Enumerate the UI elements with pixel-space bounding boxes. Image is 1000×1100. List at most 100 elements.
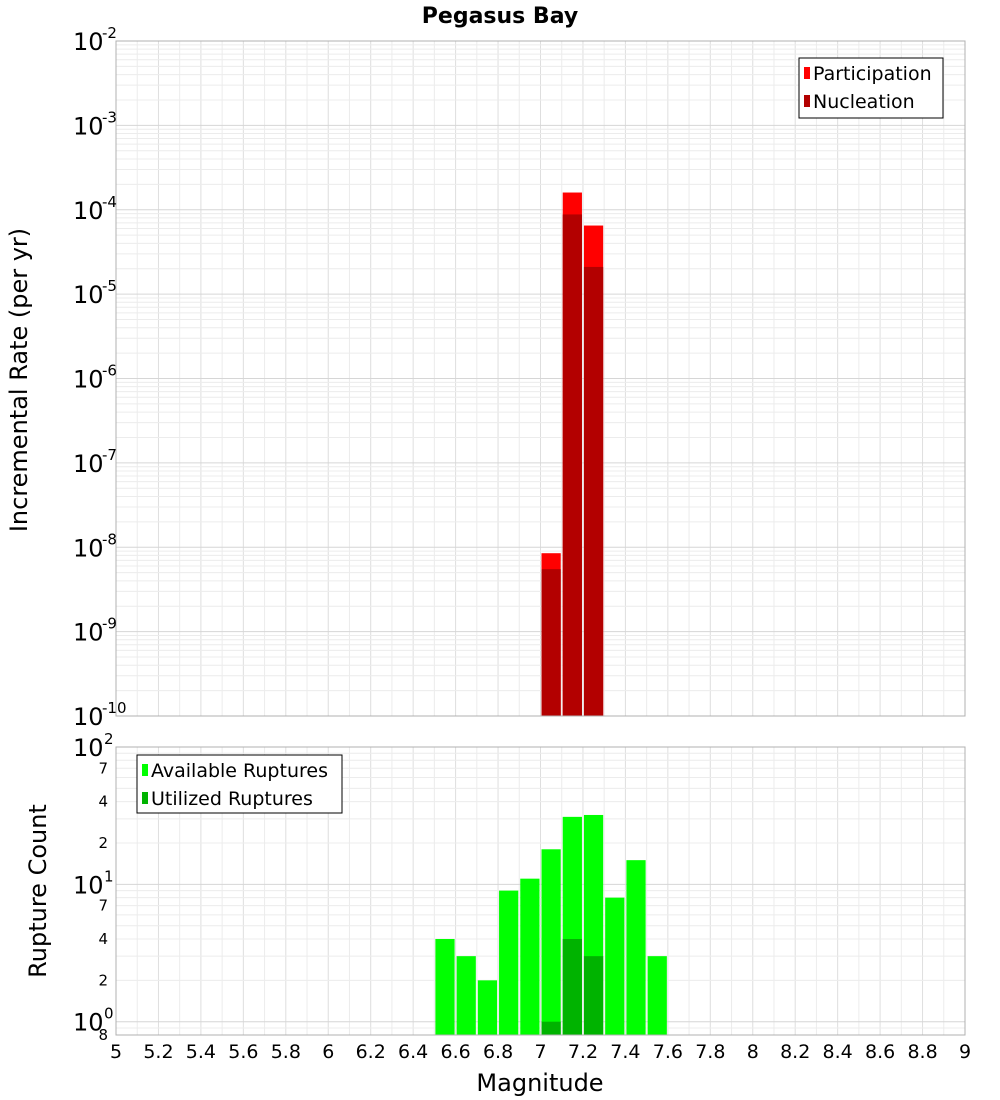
x-tick-label: 5.4 xyxy=(186,1041,216,1063)
tick-base: 10 xyxy=(73,112,104,140)
tick-exponent: -6 xyxy=(102,362,117,380)
bar xyxy=(583,266,604,716)
tick-exponent: -10 xyxy=(102,699,127,717)
y-tick-label: 4 xyxy=(98,793,108,811)
x-tick-label: 7.4 xyxy=(610,1041,640,1063)
x-tick-label: 7.2 xyxy=(568,1041,598,1063)
y-tick-label: 10-10 xyxy=(73,699,127,731)
bar xyxy=(583,956,604,1035)
y-tick-label: 10-6 xyxy=(73,362,117,394)
tick-base: 10 xyxy=(73,534,104,562)
x-tick-label: 5.8 xyxy=(271,1041,301,1063)
y-tick-label: 4 xyxy=(98,930,108,948)
y-tick-label: 10-8 xyxy=(73,530,117,562)
x-tick-label: 9 xyxy=(959,1041,971,1063)
x-tick-label: 8.2 xyxy=(780,1041,810,1063)
top-y-axis-label: Incremental Rate (per yr) xyxy=(5,228,33,532)
tick-base: 10 xyxy=(73,734,104,762)
y-tick-label: 10-4 xyxy=(73,193,117,225)
grid-lines xyxy=(115,40,966,717)
tick-base: 10 xyxy=(73,450,104,478)
x-tick-label: 6.4 xyxy=(398,1041,428,1063)
x-tick-label: 8 xyxy=(747,1041,759,1063)
y-tick-label: 10-3 xyxy=(73,108,117,140)
tick-base: 10 xyxy=(73,703,104,731)
tick-exponent: -7 xyxy=(102,446,117,464)
bar xyxy=(562,214,582,717)
y-tick-label: 2 xyxy=(98,971,108,989)
bar xyxy=(499,890,519,1035)
tick-base: 10 xyxy=(73,281,104,309)
tick-base: 10 xyxy=(73,1009,104,1037)
x-tick-label: 6.6 xyxy=(440,1041,470,1063)
tick-exponent: -5 xyxy=(102,277,117,295)
y-tick-label: 7 xyxy=(98,897,108,915)
tick-exponent: -8 xyxy=(102,530,117,548)
bar xyxy=(520,878,540,1035)
legend-swatch xyxy=(804,95,810,107)
y-tick-label: 10 2 xyxy=(73,730,114,762)
y-tick-label: 8 xyxy=(98,1026,108,1044)
tick-exponent: 0 xyxy=(104,1005,114,1023)
bar xyxy=(562,939,582,1035)
legend-swatch xyxy=(142,764,148,776)
x-tick-label: 5.2 xyxy=(143,1041,173,1063)
y-tick-label: 10-2 xyxy=(73,24,117,56)
x-tick-label: 8.6 xyxy=(865,1041,895,1063)
y-tick-label: 10-5 xyxy=(73,277,117,309)
x-tick-label: 6 xyxy=(322,1041,334,1063)
y-tick-label: 2 xyxy=(98,834,108,852)
bar xyxy=(647,956,667,1035)
series-utilized-ruptures xyxy=(541,939,604,1035)
x-tick-label: 6.8 xyxy=(483,1041,513,1063)
legend-swatch xyxy=(804,67,810,79)
tick-base: 10 xyxy=(73,28,104,56)
series-nucleation xyxy=(541,214,604,717)
bar xyxy=(541,849,561,1035)
legend-label: Nucleation xyxy=(813,91,915,113)
x-axis-label: Magnitude xyxy=(476,1069,603,1097)
legend-box xyxy=(798,57,944,119)
tick-exponent: -2 xyxy=(102,24,117,42)
y-tick-label: 7 xyxy=(98,759,108,777)
x-tick-label: 5.6 xyxy=(228,1041,258,1063)
y-tick-label: 10 0 xyxy=(73,1005,114,1037)
tick-base: 10 xyxy=(73,366,104,394)
bar xyxy=(605,897,625,1035)
chart-title: Pegasus Bay xyxy=(422,4,578,29)
y-tick-label: 10 1 xyxy=(73,867,114,899)
bar xyxy=(435,939,455,1035)
legend-label: Participation xyxy=(813,63,932,85)
x-tick-label: 6.2 xyxy=(356,1041,386,1063)
x-tick-label: 7.8 xyxy=(695,1041,725,1063)
bar xyxy=(477,980,498,1035)
bar xyxy=(541,1021,561,1035)
x-tick-labels: 5 5.2 5.4 5.6 5.8 6 6.2 6.4 6.6 6.8 7 7.2 7.4 7.6 7.8 8… xyxy=(110,1041,971,1063)
y-tick-label: 10-7 xyxy=(73,446,117,478)
x-tick-label: 7 xyxy=(534,1041,546,1063)
tick-base: 10 xyxy=(73,619,104,647)
legend-swatch xyxy=(142,792,148,804)
y-tick-label: 10-9 xyxy=(73,615,117,647)
tick-exponent: -4 xyxy=(102,193,117,211)
tick-exponent: -9 xyxy=(102,615,117,633)
legend-label: Utilized Ruptures xyxy=(151,788,313,810)
bar xyxy=(626,860,646,1035)
tick-base: 10 xyxy=(73,871,104,899)
legend-box xyxy=(136,754,343,814)
x-tick-label: 7.6 xyxy=(653,1041,683,1063)
bar xyxy=(541,569,561,716)
tick-exponent: 1 xyxy=(104,867,114,885)
tick-base: 10 xyxy=(73,197,104,225)
plot-frame xyxy=(115,746,966,1036)
rate-panel: 10-1010-910-810-710-610-510-410-310-2Par… xyxy=(73,24,966,731)
x-tick-label: 5 xyxy=(110,1041,122,1063)
tick-exponent: -3 xyxy=(102,108,117,126)
plot-frame xyxy=(115,40,966,717)
x-tick-label: 8.4 xyxy=(823,1041,853,1063)
tick-exponent: 2 xyxy=(104,730,114,748)
